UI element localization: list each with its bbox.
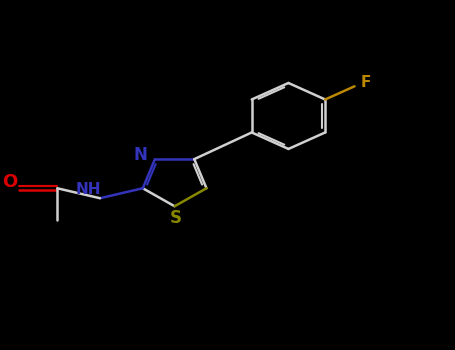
Text: NH: NH	[76, 182, 101, 197]
Text: S: S	[170, 209, 182, 228]
Text: O: O	[2, 173, 17, 191]
Text: F: F	[360, 75, 371, 90]
Text: N: N	[134, 146, 147, 164]
